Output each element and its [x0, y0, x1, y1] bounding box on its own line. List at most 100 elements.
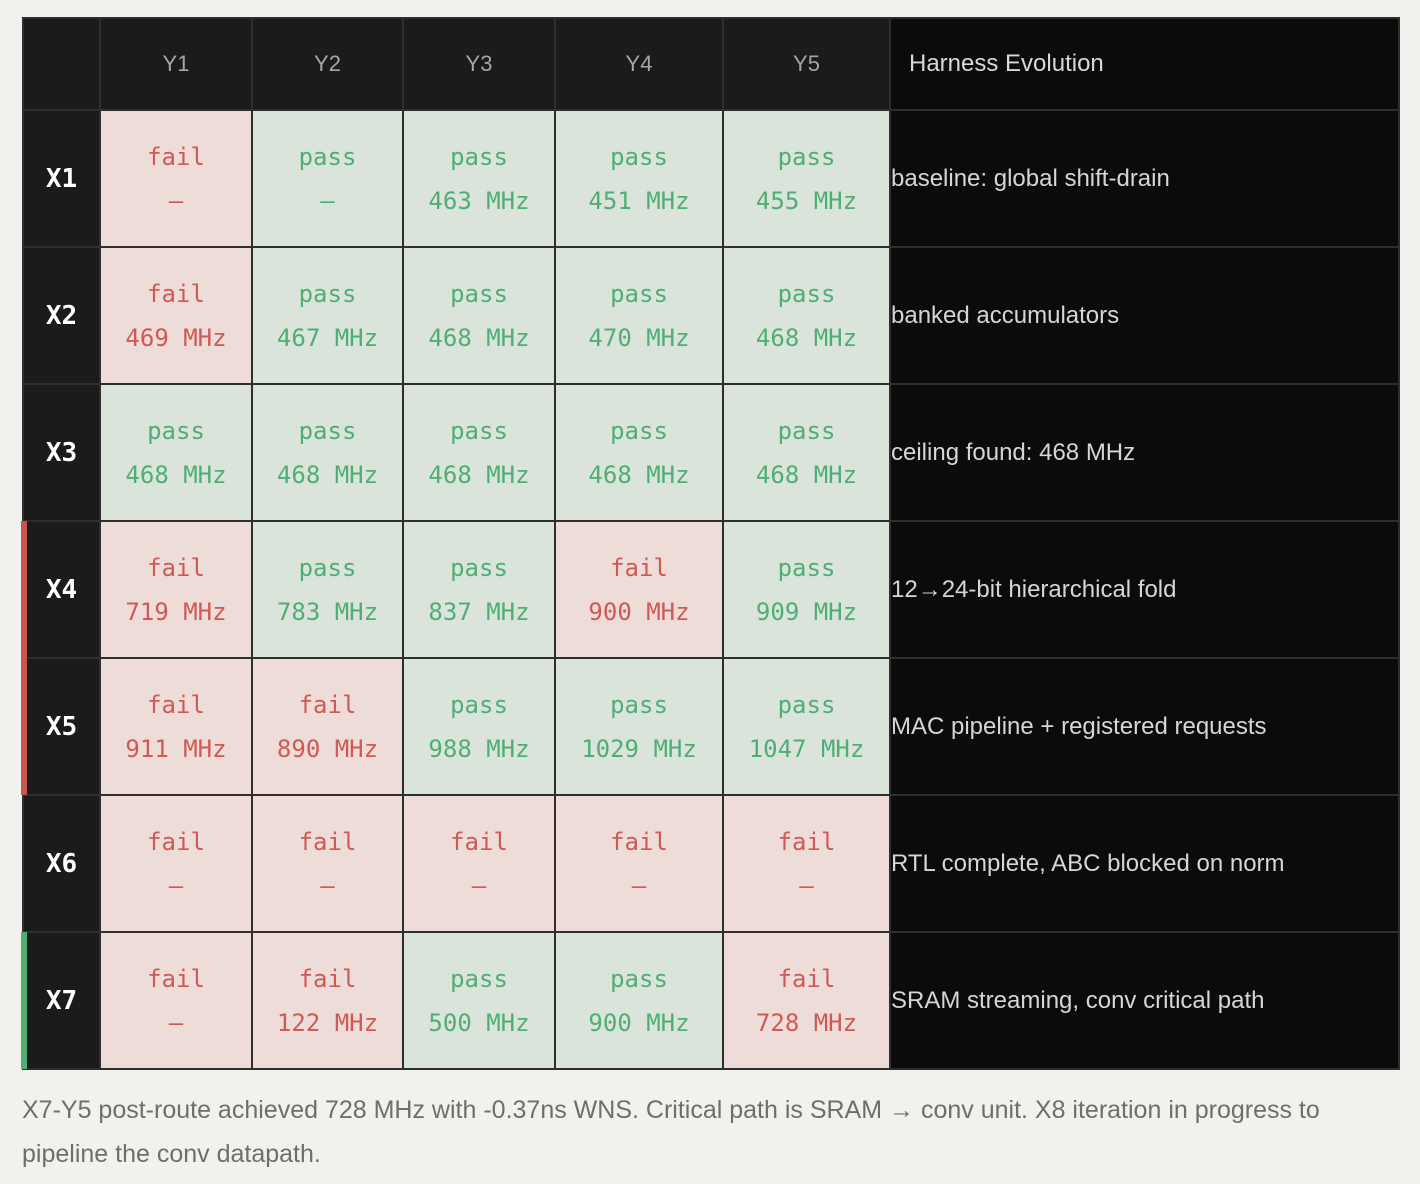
frequency-value: 468 MHz	[588, 460, 690, 489]
result-cell: fail 728 MHz	[722, 931, 891, 1070]
frequency-value: 468 MHz	[125, 460, 227, 489]
result-cell: pass 468 MHz	[402, 246, 556, 385]
harness-note: ceiling found: 468 MHz	[889, 383, 1400, 522]
status-text: pass	[147, 416, 205, 445]
result-cell: pass 470 MHz	[554, 246, 724, 385]
row-label-text: X7	[45, 985, 78, 1016]
result-cell: pass 1029 MHz	[554, 657, 724, 796]
frequency-value: 911 MHz	[125, 734, 227, 763]
result-cell: fail —	[722, 794, 891, 933]
frequency-value: 468 MHz	[428, 460, 530, 489]
grid-body: X1 fail — pass — pass 463 MHz pass 451 MHz pass 45…	[21, 109, 1400, 1070]
result-cell: fail 890 MHz	[251, 657, 404, 796]
result-cell: fail —	[99, 794, 253, 933]
status-text: fail	[777, 964, 836, 993]
frequency-value: —	[320, 186, 335, 215]
row-label: X4	[21, 520, 101, 659]
frequency-value: 468 MHz	[755, 460, 858, 489]
table-row: X3 pass 468 MHz pass 468 MHz pass 468 MHz pass 4…	[22, 383, 1400, 522]
iteration-grid: Y1 Y2 Y3 Y4 Y5 Harness Evolution X1 fail —…	[21, 17, 1400, 1070]
row-accent-bar	[21, 521, 27, 658]
frequency-value: 469 MHz	[125, 323, 227, 352]
column-header-y1: Y1	[99, 17, 253, 111]
status-text: pass	[610, 142, 668, 171]
status-text: fail	[147, 279, 205, 308]
frequency-value: 1047 MHz	[748, 734, 865, 763]
status-text: fail	[777, 827, 836, 856]
row-label-text: X1	[45, 163, 78, 194]
frequency-value: 463 MHz	[428, 186, 530, 215]
status-text: fail	[298, 964, 357, 993]
row-label-text: X5	[45, 711, 78, 742]
row-label: X6	[22, 794, 101, 933]
status-text: pass	[450, 142, 508, 171]
frequency-value: 455 MHz	[755, 186, 858, 215]
frequency-value: 783 MHz	[276, 597, 379, 626]
frequency-value: 468 MHz	[755, 323, 858, 352]
frequency-value: 909 MHz	[755, 597, 858, 626]
frequency-value: 467 MHz	[276, 323, 379, 352]
result-cell: fail 911 MHz	[99, 657, 253, 796]
result-cell: pass 468 MHz	[251, 383, 404, 522]
result-cell: pass 468 MHz	[99, 383, 253, 522]
harness-note: SRAM streaming, conv critical path	[889, 931, 1400, 1070]
table-row: X4 fail 719 MHz pass 783 MHz pass 837 MHz fail 9…	[21, 520, 1400, 659]
row-label: X7	[21, 931, 101, 1070]
status-text: pass	[610, 964, 668, 993]
status-text: fail	[450, 827, 508, 856]
status-text: pass	[450, 279, 508, 308]
frequency-value: —	[631, 871, 647, 900]
harness-note: baseline: global shift-drain	[889, 109, 1400, 248]
result-cell: pass 468 MHz	[722, 246, 891, 385]
status-text: fail	[147, 964, 205, 993]
status-text: pass	[450, 416, 508, 445]
header-row: Y1 Y2 Y3 Y4 Y5 Harness Evolution	[22, 17, 1400, 111]
frequency-value: —	[168, 1008, 184, 1037]
status-text: pass	[298, 553, 357, 582]
harness-note: 12→24-bit hierarchical fold	[889, 520, 1400, 659]
result-cell: fail 900 MHz	[554, 520, 724, 659]
summary-caption: X7-Y5 post-route achieved 728 MHz with -…	[22, 1096, 1320, 1168]
frequency-value: 728 MHz	[755, 1008, 858, 1037]
result-cell: pass 900 MHz	[554, 931, 724, 1070]
result-cell: fail 469 MHz	[99, 246, 253, 385]
frequency-value: —	[320, 871, 335, 900]
result-cell: pass 468 MHz	[722, 383, 891, 522]
result-cell: pass 455 MHz	[722, 109, 891, 248]
result-cell: pass 1047 MHz	[722, 657, 891, 796]
status-text: pass	[450, 964, 508, 993]
frequency-value: —	[471, 871, 487, 900]
status-text: fail	[610, 827, 668, 856]
status-text: fail	[298, 827, 357, 856]
column-header-y4: Y4	[554, 17, 724, 111]
table-row: X5 fail 911 MHz fail 890 MHz pass 988 MHz pass 1…	[21, 657, 1400, 796]
status-text: pass	[298, 279, 357, 308]
result-cell: pass 463 MHz	[402, 109, 556, 248]
frequency-value: 468 MHz	[428, 323, 530, 352]
result-cell: fail —	[402, 794, 556, 933]
frequency-value: 451 MHz	[588, 186, 690, 215]
harness-note: RTL complete, ABC blocked on norm	[889, 794, 1400, 933]
frequency-value: —	[799, 871, 814, 900]
frequency-value: 470 MHz	[588, 323, 690, 352]
table-row: X1 fail — pass — pass 463 MHz pass 451 MHz pass 45…	[22, 109, 1400, 248]
result-cell: fail —	[99, 931, 253, 1070]
result-cell: fail —	[554, 794, 724, 933]
frequency-value: 468 MHz	[276, 460, 379, 489]
row-label: X2	[22, 246, 101, 385]
frequency-value: 500 MHz	[428, 1008, 530, 1037]
status-text: fail	[610, 553, 668, 582]
status-text: pass	[298, 416, 357, 445]
result-cell: fail 719 MHz	[99, 520, 253, 659]
status-text: fail	[298, 690, 357, 719]
result-cell: pass 468 MHz	[554, 383, 724, 522]
frequency-value: 122 MHz	[276, 1008, 379, 1037]
status-text: pass	[450, 690, 508, 719]
row-label: X1	[22, 109, 101, 248]
status-text: pass	[298, 142, 357, 171]
row-label-text: X3	[45, 437, 78, 468]
frequency-value: 900 MHz	[588, 597, 690, 626]
result-cell: fail —	[99, 109, 253, 248]
status-text: pass	[777, 553, 836, 582]
frequency-value: —	[168, 871, 184, 900]
